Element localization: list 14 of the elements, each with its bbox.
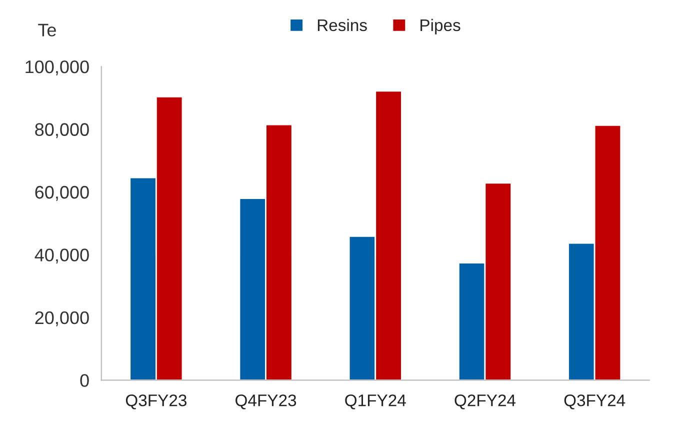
legend-label: Pipes	[420, 18, 460, 34]
y-tick-label: 80,000	[35, 123, 89, 138]
y-tick-label: 40,000	[34, 248, 89, 264]
legend-label: Resins	[318, 18, 367, 32]
y-axis-title: Te	[38, 24, 56, 36]
y-tick-label: 60,000	[35, 186, 89, 201]
y-tick-label: 100,000	[26, 60, 89, 76]
x-tick-label: Q4FY23	[236, 394, 296, 410]
y-tick-label: 20,000	[35, 311, 89, 326]
x-tick-label: Q3FY24	[564, 394, 626, 410]
y-tick-label: 0	[80, 374, 89, 387]
x-tick-label: Q1FY24	[345, 394, 406, 410]
x-tick-label: Q3FY23	[126, 394, 186, 410]
x-tick-label: Q2FY24	[454, 394, 516, 410]
